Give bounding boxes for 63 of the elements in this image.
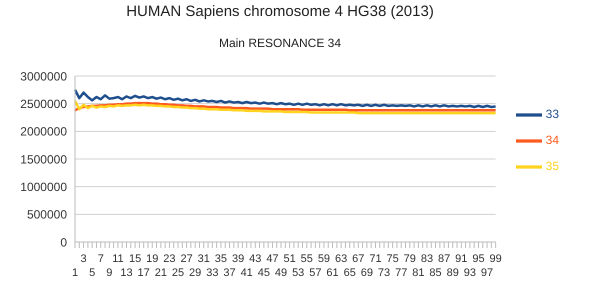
x-tick-label: 5 [89, 267, 96, 279]
y-tick-label: 2000000 [20, 124, 68, 139]
x-tick-label: 23 [163, 253, 176, 265]
x-tick-label: 59 [318, 253, 330, 265]
x-tick-label: 39 [232, 253, 244, 265]
x-tick-label: 13 [120, 267, 133, 279]
x-tick-label: 21 [154, 267, 167, 279]
x-tick-label: 29 [189, 267, 202, 279]
x-tick-label: 81 [412, 267, 425, 279]
x-tick-label: 63 [334, 253, 348, 265]
x-tick-label: 27 [180, 253, 193, 265]
x-tick-label: 55 [300, 253, 313, 265]
line-series [74, 88, 497, 108]
x-tick-label: 17 [138, 267, 150, 279]
x-tick-label: 11 [112, 253, 124, 265]
x-tick-label: 35 [214, 253, 228, 265]
x-tick-label: 33 [206, 267, 218, 279]
x-tick-label: 7 [98, 253, 104, 265]
x-tick-label: 53 [292, 267, 304, 279]
x-tick-label: 19 [146, 253, 158, 265]
x-tick-label: 51 [283, 253, 296, 265]
x-tick-label: 99 [490, 253, 502, 265]
x-tick-label: 83 [420, 253, 434, 265]
y-tick-label: 2500000 [20, 96, 68, 111]
x-tick-label: 79 [404, 253, 416, 265]
x-tick-label: 97 [480, 267, 494, 279]
chart-title: HUMAN Sapiens chromosome 4 HG38 (2013) [125, 3, 435, 20]
x-tick-label: 9 [106, 267, 112, 279]
x-tick-label: 15 [128, 253, 142, 265]
x-tick-label: 95 [472, 253, 485, 265]
x-tick-label: 75 [386, 253, 399, 265]
y-tick-label: 500000 [26, 208, 68, 222]
legend-label: 33 [546, 107, 559, 122]
y-tick-label: 0 [60, 235, 68, 250]
x-tick-label: 91 [455, 253, 468, 265]
x-tick-label: 43 [249, 253, 262, 265]
x-tick-label: 1 [72, 267, 78, 279]
x-tick-label: 31 [198, 253, 210, 265]
y-tick-label: 3000000 [20, 69, 68, 84]
x-tick-label: 69 [360, 267, 373, 279]
y-tick-label: 1000000 [20, 180, 68, 194]
x-tick-label: 45 [258, 267, 270, 279]
x-tick-label: 61 [326, 267, 339, 279]
x-tick-label: 57 [309, 267, 322, 279]
x-tick-label: 49 [274, 267, 288, 279]
legend-label: 35 [546, 159, 559, 174]
x-tick-label: 47 [266, 253, 279, 265]
x-tick-label: 77 [395, 267, 408, 279]
chart-subtitle: Main RESONANCE 34 [218, 36, 342, 50]
x-tick-label: 89 [446, 267, 459, 279]
x-tick-label: 25 [172, 267, 184, 279]
x-tick-label: 71 [369, 253, 382, 265]
x-tick-label: 85 [429, 267, 442, 279]
x-tick-label: 67 [352, 253, 364, 265]
legend-label: 34 [546, 133, 559, 148]
x-tick-label: 65 [344, 267, 356, 279]
x-tick-label: 37 [223, 267, 236, 279]
x-tick-label: 87 [438, 253, 450, 265]
x-tick-label: 41 [240, 267, 253, 279]
x-tick-label: 73 [378, 267, 390, 279]
x-tick-label: 3 [80, 253, 87, 265]
y-tick-label: 1500000 [20, 152, 68, 166]
x-tick-label: 93 [464, 267, 476, 279]
